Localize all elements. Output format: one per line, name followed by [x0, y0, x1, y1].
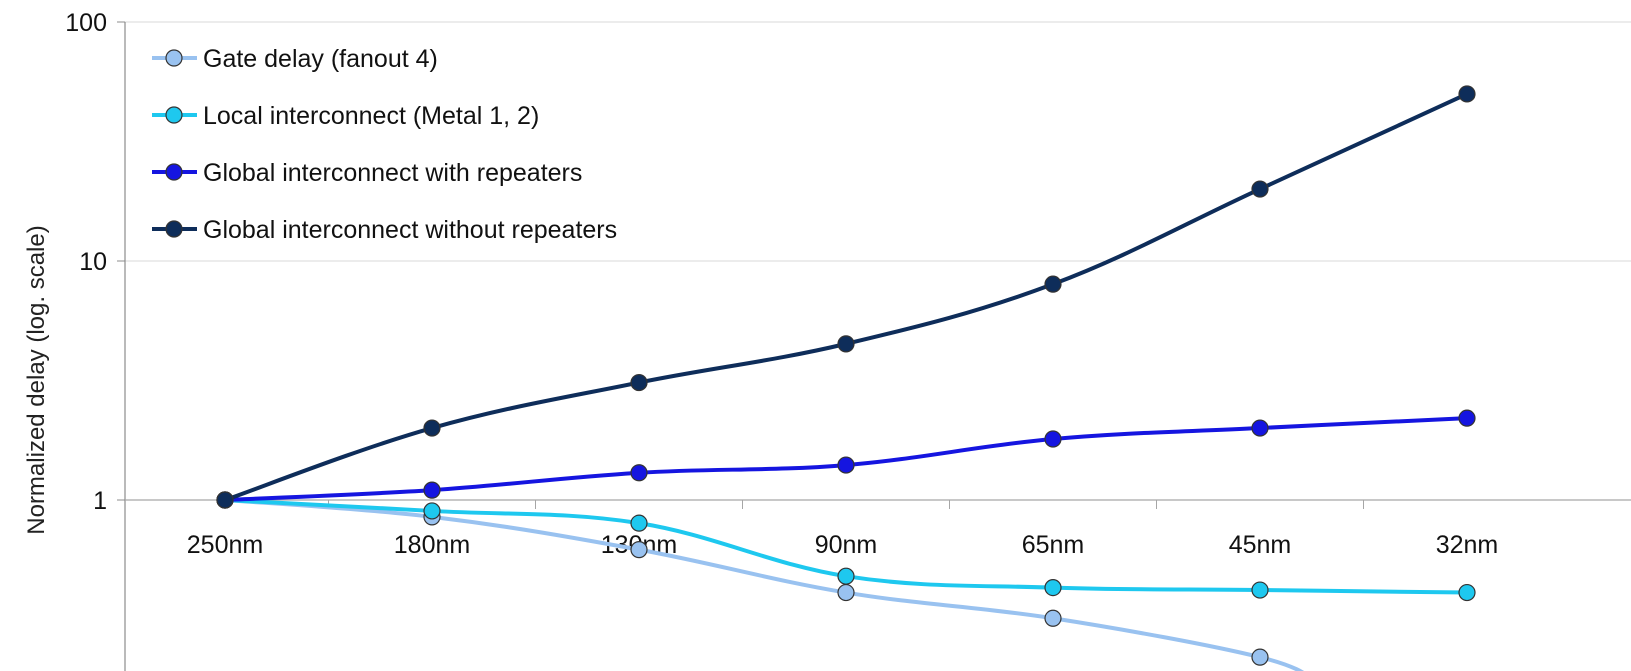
x-category-label: 180nm [394, 531, 470, 559]
data-point [630, 464, 648, 482]
series-1 [216, 491, 1305, 671]
y-tick-labels: 1 10 100 [65, 9, 107, 515]
legend-label: Local interconnect (Metal 1, 2) [203, 102, 539, 130]
legend-swatch-marker [165, 220, 183, 238]
series-4 [216, 85, 1476, 509]
legend-swatch-marker [165, 106, 183, 124]
data-point [630, 373, 648, 392]
legend-item-2: Local interconnect (Metal 1, 2) [152, 102, 539, 130]
axes [117, 21, 1631, 671]
data-point [1458, 85, 1476, 103]
data-point [1044, 430, 1062, 448]
data-point [1044, 579, 1062, 597]
data-point [1251, 581, 1269, 599]
data-point [837, 567, 855, 585]
data-point [837, 583, 855, 602]
gridlines [125, 21, 1631, 262]
legend: Gate delay (fanout 4) Local interconnect … [152, 45, 617, 244]
legend-swatch-marker [165, 163, 183, 181]
x-category-label: 65nm [1022, 531, 1085, 559]
data-point [630, 514, 648, 532]
series-lines [216, 85, 1476, 671]
data-point [1044, 609, 1062, 627]
x-category-labels: 250nm180nm130nm90nm65nm45nm32nm [187, 531, 1499, 559]
data-point [423, 419, 441, 437]
data-point [423, 502, 441, 520]
data-point [1251, 419, 1269, 437]
y-tick-label: 1 [93, 487, 107, 515]
data-point [630, 541, 648, 559]
legend-label: Global interconnect with repeaters [203, 159, 582, 187]
data-point [837, 335, 855, 353]
x-category-label: 45nm [1229, 531, 1292, 559]
data-point [1251, 180, 1269, 198]
legend-label: Global interconnect without repeaters [203, 216, 617, 244]
data-point [216, 491, 234, 509]
x-category-label: 250nm [187, 531, 263, 559]
data-point [1458, 409, 1476, 427]
series-line [223, 91, 1469, 502]
data-point [1044, 275, 1062, 293]
x-category-label: 32nm [1436, 531, 1499, 559]
legend-item-4: Global interconnect without repeaters [152, 216, 617, 244]
legend-item-1: Gate delay (fanout 4) [152, 45, 438, 73]
data-point [837, 456, 855, 474]
series-line [223, 498, 1305, 671]
y-axis-title: Normalized delay (log. scale) [23, 225, 50, 534]
data-point [423, 481, 441, 499]
y-tick-label: 10 [79, 248, 107, 276]
x-category-label: 90nm [815, 531, 878, 559]
legend-label: Gate delay (fanout 4) [203, 45, 438, 73]
data-point [1458, 583, 1476, 602]
series-3 [216, 409, 1476, 509]
legend-swatch-marker [165, 49, 183, 67]
legend-item-3: Global interconnect with repeaters [152, 159, 582, 187]
data-point [1251, 648, 1269, 666]
y-tick-label: 100 [65, 9, 107, 37]
